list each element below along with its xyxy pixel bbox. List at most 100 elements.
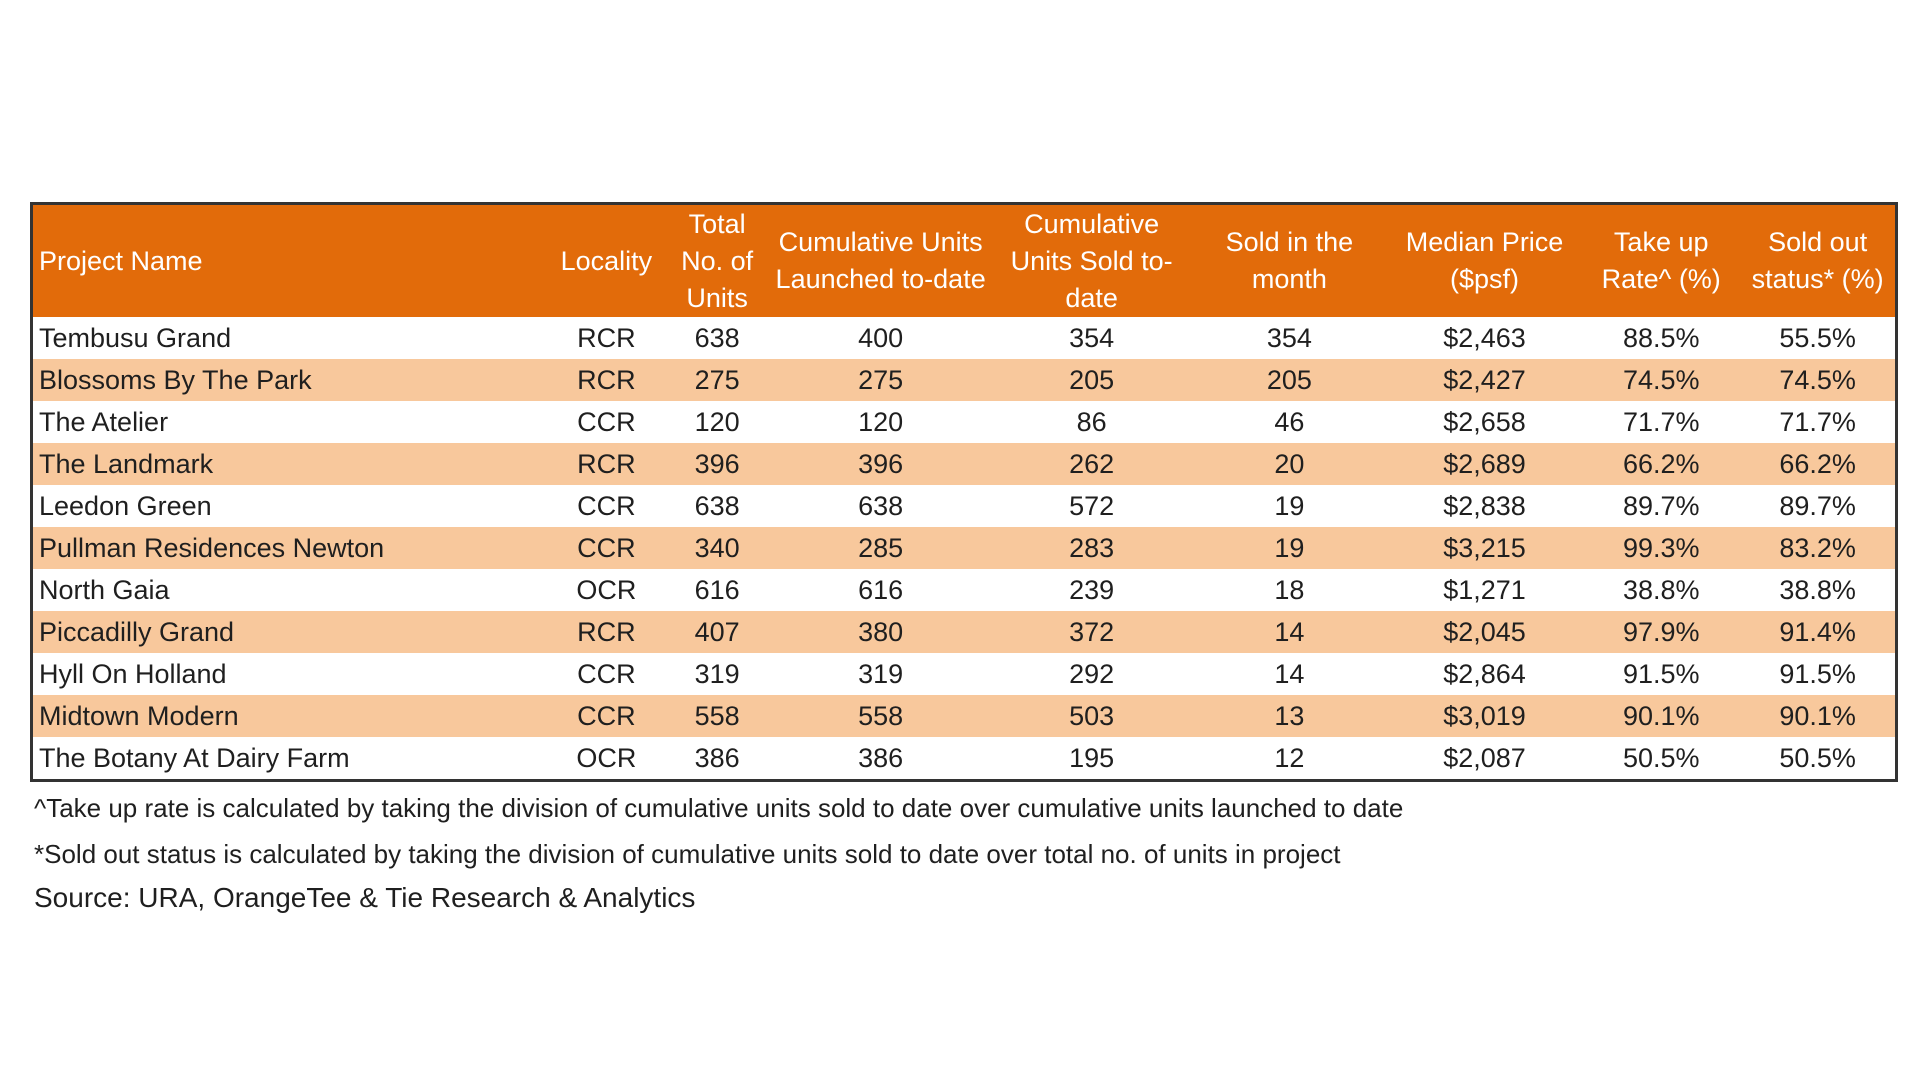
table-cell: Leedon Green <box>31 485 549 527</box>
table-cell: 90.1% <box>1740 695 1897 737</box>
table-cell: 319 <box>769 653 992 695</box>
table-cell: CCR <box>548 653 665 695</box>
table-cell: RCR <box>548 611 665 653</box>
table-cell: RCR <box>548 317 665 359</box>
table-cell: The Botany At Dairy Farm <box>31 737 549 781</box>
table-cell: 262 <box>991 443 1192 485</box>
table-cell: 120 <box>769 401 992 443</box>
table-cell: CCR <box>548 401 665 443</box>
table-cell: 71.7% <box>1740 401 1897 443</box>
table-cell: $2,087 <box>1386 737 1583 781</box>
table-cell: 74.5% <box>1582 359 1741 401</box>
table-cell: 91.4% <box>1740 611 1897 653</box>
table-cell: 55.5% <box>1740 317 1897 359</box>
table-cell: CCR <box>548 485 665 527</box>
footnote-sold-out-status: *Sold out status is calculated by taking… <box>34 839 1341 869</box>
data-figure: Project Name Locality Total No. of Units… <box>30 202 1898 914</box>
table-cell: The Landmark <box>31 443 549 485</box>
table-cell: 97.9% <box>1582 611 1741 653</box>
table-cell: $2,045 <box>1386 611 1583 653</box>
table-cell: 239 <box>991 569 1192 611</box>
table-cell: 90.1% <box>1582 695 1741 737</box>
table-row: Piccadilly Grand RCR 407 380 372 14 $2,045 97.9… <box>31 611 1897 653</box>
table-cell: 12 <box>1191 737 1387 781</box>
table-cell: OCR <box>548 737 665 781</box>
table-cell: 638 <box>664 317 770 359</box>
table-cell: $2,864 <box>1386 653 1583 695</box>
column-header: Total No. of Units <box>664 203 770 317</box>
table-cell: $2,427 <box>1386 359 1583 401</box>
table-cell: RCR <box>548 359 665 401</box>
table-cell: 380 <box>769 611 992 653</box>
column-header: Sold out status* (%) <box>1740 203 1897 317</box>
table-cell: $3,215 <box>1386 527 1583 569</box>
column-header: Locality <box>548 203 665 317</box>
table-cell: 14 <box>1191 611 1387 653</box>
table-cell: 407 <box>664 611 770 653</box>
table-cell: RCR <box>548 443 665 485</box>
table-cell: 13 <box>1191 695 1387 737</box>
table-cell: CCR <box>548 695 665 737</box>
table-cell: 99.3% <box>1582 527 1741 569</box>
column-header: Take up Rate^ (%) <box>1582 203 1741 317</box>
table-row: Blossoms By The Park RCR 275 275 205 205 $2,42… <box>31 359 1897 401</box>
table-cell: 89.7% <box>1582 485 1741 527</box>
table-cell: 340 <box>664 527 770 569</box>
table-cell: $1,271 <box>1386 569 1583 611</box>
table-cell: 283 <box>991 527 1192 569</box>
table-cell: 38.8% <box>1582 569 1741 611</box>
table-cell: Piccadilly Grand <box>31 611 549 653</box>
table-cell: 91.5% <box>1740 653 1897 695</box>
column-header: Sold in the month <box>1191 203 1387 317</box>
footnote-take-up-rate: ^Take up rate is calculated by taking th… <box>34 793 1404 823</box>
table-cell: 572 <box>991 485 1192 527</box>
source-note: Source: URA, OrangeTee & Tie Research & … <box>34 882 696 913</box>
table-cell: 14 <box>1191 653 1387 695</box>
table-cell: 319 <box>664 653 770 695</box>
table-row: Leedon Green CCR 638 638 572 19 $2,838 89.7% 89.… <box>31 485 1897 527</box>
column-header: Cumulative Units Launched to-date <box>769 203 992 317</box>
column-header: Project Name <box>31 203 549 317</box>
table-cell: 66.2% <box>1582 443 1741 485</box>
table-cell: Tembusu Grand <box>31 317 549 359</box>
table-row: Hyll On Holland CCR 319 319 292 14 $2,864 91.5%… <box>31 653 1897 695</box>
table-cell: 88.5% <box>1582 317 1741 359</box>
table-cell: OCR <box>548 569 665 611</box>
table-cell: 354 <box>991 317 1192 359</box>
table-cell: 50.5% <box>1740 737 1897 781</box>
table-cell: 46 <box>1191 401 1387 443</box>
table-row: Midtown Modern CCR 558 558 503 13 $3,019 90.1% 9… <box>31 695 1897 737</box>
table-cell: 20 <box>1191 443 1387 485</box>
table-cell: 86 <box>991 401 1192 443</box>
table-cell: 83.2% <box>1740 527 1897 569</box>
column-header: Median Price ($psf) <box>1386 203 1583 317</box>
table-cell: $2,463 <box>1386 317 1583 359</box>
table-cell: $3,019 <box>1386 695 1583 737</box>
table-cell: 503 <box>991 695 1192 737</box>
table-cell: 205 <box>991 359 1192 401</box>
table-cell: The Atelier <box>31 401 549 443</box>
table-cell: 71.7% <box>1582 401 1741 443</box>
table-row: North Gaia OCR 616 616 239 18 $1,271 38.8% 38.8% <box>31 569 1897 611</box>
table-cell: Hyll On Holland <box>31 653 549 695</box>
table-cell: 89.7% <box>1740 485 1897 527</box>
column-header: Cumulative Units Sold to-date <box>991 203 1192 317</box>
table-cell: $2,689 <box>1386 443 1583 485</box>
table-row: The Botany At Dairy Farm OCR 386 386 195 12 $2… <box>31 737 1897 781</box>
table-cell: 558 <box>664 695 770 737</box>
table-cell: 400 <box>769 317 992 359</box>
table-cell: 396 <box>769 443 992 485</box>
table-cell: Midtown Modern <box>31 695 549 737</box>
table-cell: 285 <box>769 527 992 569</box>
table-cell: 50.5% <box>1582 737 1741 781</box>
table-cell: 205 <box>1191 359 1387 401</box>
table-cell: Pullman Residences Newton <box>31 527 549 569</box>
table-row: The Landmark RCR 396 396 262 20 $2,689 66.2% 66.… <box>31 443 1897 485</box>
table-row: Pullman Residences Newton CCR 340 285 283 19 $… <box>31 527 1897 569</box>
table-cell: 292 <box>991 653 1192 695</box>
table-cell: 386 <box>769 737 992 781</box>
table-cell: 354 <box>1191 317 1387 359</box>
table-cell: 396 <box>664 443 770 485</box>
table-cell: 120 <box>664 401 770 443</box>
table-cell: 18 <box>1191 569 1387 611</box>
